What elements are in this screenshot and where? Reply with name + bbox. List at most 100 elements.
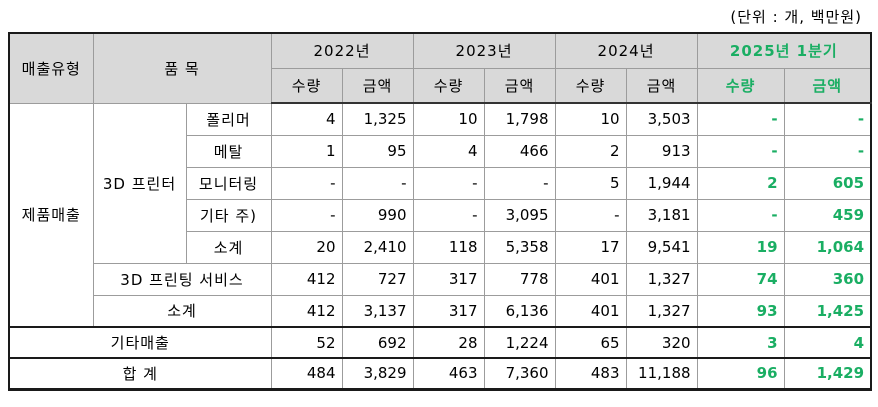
- row-label: 폴리머: [185, 102, 272, 136]
- value-cell: -: [270, 166, 343, 200]
- value-cell: 3,829: [341, 357, 414, 390]
- header-sales-type: 매출유형: [8, 32, 94, 104]
- qty-header: 수량: [554, 67, 627, 104]
- row-label: 모니터링: [185, 166, 272, 200]
- table-row: 3D 프린팅 서비스 412 727 317 778 401 1,327 74 …: [9, 262, 872, 296]
- value-cell: 28: [412, 326, 485, 359]
- value-cell: 2: [554, 134, 627, 168]
- table-row: 모니터링 - - - - 5 1,944 2 605: [9, 166, 872, 200]
- value-cell: -: [696, 102, 785, 136]
- amount-header: 금액: [341, 67, 414, 104]
- value-cell: 5,358: [483, 230, 556, 264]
- value-cell: 74: [696, 262, 785, 296]
- row-label-total: 합 계: [8, 357, 272, 390]
- table-row: 소계 20 2,410 118 5,358 17 9,541 19 1,064: [9, 230, 872, 264]
- row-label: 3D 프린팅 서비스: [92, 262, 272, 296]
- value-cell: 317: [412, 262, 485, 296]
- value-cell: -: [696, 134, 785, 168]
- value-cell: 412: [270, 294, 343, 328]
- value-cell: 320: [625, 326, 698, 359]
- qty-header: 수량: [270, 67, 343, 104]
- value-cell: -: [554, 198, 627, 232]
- value-cell: 20: [270, 230, 343, 264]
- table-row: 소계 412 3,137 317 6,136 401 1,327 93 1,42…: [9, 294, 872, 328]
- value-cell: 1,944: [625, 166, 698, 200]
- value-cell: 9,541: [625, 230, 698, 264]
- value-cell: 990: [341, 198, 414, 232]
- value-cell: 459: [783, 198, 872, 232]
- value-cell: 401: [554, 262, 627, 296]
- value-cell: 463: [412, 357, 485, 390]
- value-cell: 466: [483, 134, 556, 168]
- value-cell: -: [412, 198, 485, 232]
- value-cell: 118: [412, 230, 485, 264]
- table-row-total: 합 계 484 3,829 463 7,360 483 11,188 96 1,…: [8, 357, 872, 390]
- value-cell: 52: [270, 326, 343, 359]
- value-cell: 1,327: [625, 294, 698, 328]
- row-label: 기타매출: [8, 326, 272, 359]
- value-cell: 65: [554, 326, 627, 359]
- value-cell: 4: [412, 134, 485, 168]
- value-cell: 1,429: [783, 357, 872, 390]
- value-cell: 6,136: [483, 294, 556, 328]
- value-cell: 5: [554, 166, 627, 200]
- value-cell: 11,188: [625, 357, 698, 390]
- group-label-3d-printer: 3D 프린터: [92, 102, 187, 264]
- sales-table: 매출유형 품 목 2022년 2023년 2024년 2025년 1분기 수량 …: [8, 32, 873, 391]
- value-cell: 95: [341, 134, 414, 168]
- value-cell: -: [270, 198, 343, 232]
- qty-header: 수량: [696, 67, 785, 104]
- row-label: 소계: [92, 294, 272, 328]
- row-label: 기타 주): [185, 198, 272, 232]
- header-row-years: 매출유형 품 목 2022년 2023년 2024년 2025년 1분기: [8, 32, 872, 104]
- header-year-2024: 2024년: [554, 32, 698, 69]
- value-cell: -: [696, 198, 785, 232]
- table-row-other-sales: 기타매출 52 692 28 1,224 65 320 3 4: [8, 326, 872, 359]
- value-cell: -: [483, 166, 556, 200]
- qty-header: 수량: [412, 67, 485, 104]
- value-cell: 913: [625, 134, 698, 168]
- value-cell: 19: [696, 230, 785, 264]
- header-year-2023: 2023년: [412, 32, 556, 69]
- value-cell: 1,224: [483, 326, 556, 359]
- value-cell: 360: [783, 262, 872, 296]
- amount-header: 금액: [625, 67, 698, 104]
- value-cell: 1,325: [341, 102, 414, 136]
- value-cell: 3,181: [625, 198, 698, 232]
- value-cell: 4: [270, 102, 343, 136]
- value-cell: 10: [554, 102, 627, 136]
- value-cell: 17: [554, 230, 627, 264]
- header-row-measures: 수량 금액 수량 금액 수량 금액 수량 금액: [9, 67, 872, 104]
- table-row: 기타 주) - 990 - 3,095 - 3,181 - 459: [9, 198, 872, 232]
- table-row: 제품매출 3D 프린터 폴리머 4 1,325 10 1,798 10 3,50…: [8, 102, 872, 328]
- value-cell: -: [341, 166, 414, 200]
- amount-header: 금액: [483, 67, 556, 104]
- value-cell: 1,327: [625, 262, 698, 296]
- value-cell: 483: [554, 357, 627, 390]
- value-cell: -: [783, 134, 872, 168]
- value-cell: 692: [341, 326, 414, 359]
- value-cell: 1: [270, 134, 343, 168]
- value-cell: 727: [341, 262, 414, 296]
- header-year-2022: 2022년: [270, 32, 414, 69]
- row-label: 소계: [185, 230, 272, 264]
- header-year-2025q1: 2025년 1분기: [696, 32, 872, 69]
- value-cell: 1,425: [783, 294, 872, 328]
- value-cell: 7,360: [483, 357, 556, 390]
- amount-header: 금액: [783, 67, 872, 104]
- value-cell: 1,798: [483, 102, 556, 136]
- value-cell: -: [783, 102, 872, 136]
- value-cell: 2: [696, 166, 785, 200]
- header-item: 품 목: [92, 32, 272, 104]
- value-cell: 412: [270, 262, 343, 296]
- value-cell: 96: [696, 357, 785, 390]
- group-label-product-sales: 제품매출: [8, 102, 94, 328]
- value-cell: 605: [783, 166, 872, 200]
- value-cell: 3,503: [625, 102, 698, 136]
- value-cell: 4: [783, 326, 872, 359]
- value-cell: 3,095: [483, 198, 556, 232]
- value-cell: 778: [483, 262, 556, 296]
- value-cell: 317: [412, 294, 485, 328]
- value-cell: 401: [554, 294, 627, 328]
- value-cell: 3: [696, 326, 785, 359]
